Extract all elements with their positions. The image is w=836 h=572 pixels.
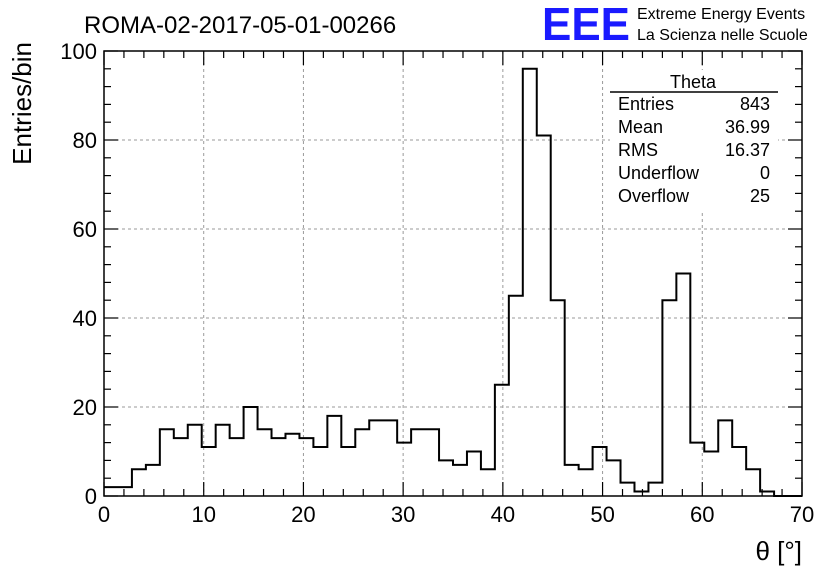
- eee-logo-mark: EEE: [542, 0, 630, 50]
- x-axis-label: θ [°]: [755, 536, 802, 566]
- y-tick-label: 80: [73, 128, 97, 153]
- stats-label: Entries: [618, 94, 674, 114]
- stats-box-background: [610, 70, 778, 212]
- x-tick-label: 50: [590, 502, 614, 527]
- stats-value: 25: [750, 186, 770, 206]
- x-tick-labels: 0 10 20 30 40 50 60 70: [98, 502, 814, 527]
- x-tick-label: 10: [191, 502, 215, 527]
- stats-value: 843: [740, 94, 770, 114]
- x-tick-label: 40: [491, 502, 515, 527]
- y-tick-label: 100: [60, 39, 97, 64]
- x-tick-label: 70: [790, 502, 814, 527]
- eee-logo-line2: La Scienza nelle Scuole: [637, 27, 808, 44]
- stats-value: 36.99: [725, 117, 770, 137]
- stats-box: Theta Entries 843 Mean 36.99 RMS 16.37 U…: [610, 70, 778, 212]
- stats-row-entries: Entries 843: [618, 94, 770, 114]
- y-tick-label: 20: [73, 395, 97, 420]
- stats-label: Mean: [618, 117, 663, 137]
- stats-value: 16.37: [725, 140, 770, 160]
- stats-row-mean: Mean 36.99: [618, 117, 770, 137]
- stats-row-overflow: Overflow 25: [618, 186, 770, 206]
- histogram-outline: [104, 67, 802, 497]
- x-tick-label: 60: [690, 502, 714, 527]
- eee-logo: EEE Extreme Energy Events La Scienza nel…: [542, 0, 808, 50]
- chart-title: ROMA-02-2017-05-01-00266: [84, 12, 396, 39]
- y-tick-labels: 0 20 40 60 80 100: [60, 39, 97, 509]
- x-tick-label: 30: [391, 502, 415, 527]
- x-tick-label: 0: [98, 502, 110, 527]
- plot-frame: [103, 50, 803, 497]
- y-tick-label: 60: [73, 217, 97, 242]
- y-axis-label: Entries/bin: [7, 42, 37, 165]
- y-tick-label: 0: [85, 484, 97, 509]
- y-tick-label: 40: [73, 306, 97, 331]
- stats-row-rms: RMS 16.37: [618, 140, 770, 160]
- x-tick-label: 20: [291, 502, 315, 527]
- stats-label: Overflow: [618, 186, 690, 206]
- stats-label: RMS: [618, 140, 658, 160]
- stats-label: Underflow: [618, 163, 700, 183]
- eee-logo-line1: Extreme Energy Events: [637, 6, 805, 23]
- grid-lines: [104, 51, 802, 496]
- stats-value: 0: [760, 163, 770, 183]
- stats-row-underflow: Underflow 0: [618, 163, 770, 183]
- stats-box-title: Theta: [670, 72, 717, 92]
